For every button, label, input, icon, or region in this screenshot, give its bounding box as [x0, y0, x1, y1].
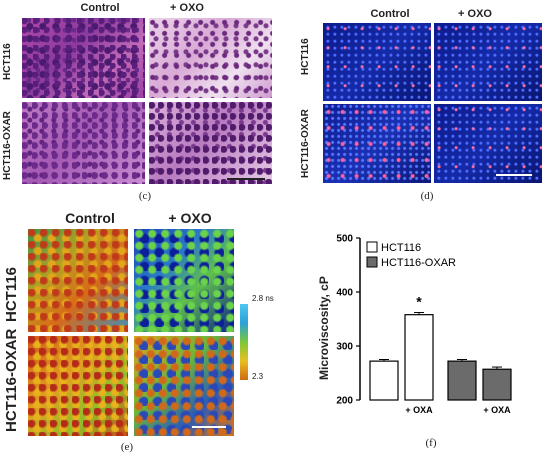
fluor-image-hct116-oxar-oxo	[434, 104, 542, 183]
flim-image-hct116-oxo	[134, 229, 234, 332]
he-image-hct116-control	[22, 18, 145, 98]
colorbar-top-label: 2.8 ns	[252, 294, 274, 303]
panel-e-row-hct116: HCT116	[3, 266, 20, 322]
bar	[404, 314, 434, 401]
x-tick-label: + OXA	[483, 405, 511, 415]
panel-c-col-oxo: + OXO	[170, 2, 204, 14]
fluor-image-hct116-oxar-control	[323, 104, 431, 183]
panel-d-row-hct116-oxar: HCT116-OXAR	[300, 109, 311, 178]
y-axis-label: Microviscosity, cP	[317, 276, 331, 380]
panel-e-col-oxo: + OXO	[168, 210, 212, 226]
significance-star: *	[416, 294, 422, 310]
microviscosity-chart: 200 300 400 500 + OXA + OXA * HCT116 HCT116-OX…	[336, 234, 512, 415]
panel-d-col-oxo: + OXO	[458, 8, 492, 20]
scale-bar	[192, 426, 226, 428]
scale-bar	[496, 174, 532, 176]
panel-e-letter: (e)	[120, 441, 134, 453]
y-tick-label: 500	[336, 234, 353, 245]
fluor-image-hct116-oxo	[434, 23, 542, 101]
bar	[447, 360, 477, 401]
panel-c-col-control: Control	[80, 2, 120, 14]
he-image-hct116-oxo	[149, 18, 272, 98]
flim-image-hct116-oxar-oxo	[134, 336, 234, 436]
bar	[482, 368, 512, 401]
panel-e-col-control: Control	[65, 210, 115, 226]
legend-label: HCT116-OXAR	[381, 257, 456, 269]
panel-d-col-control: Control	[370, 8, 410, 20]
panel-c-row-hct116: HCT116	[2, 43, 13, 80]
panel-e-row-hct116-oxar: HCT116-OXAR	[3, 328, 20, 432]
flim-image-hct116-control	[28, 229, 128, 332]
bar	[369, 360, 399, 401]
y-tick-label: 200	[336, 396, 353, 407]
flim-colorbar	[240, 304, 248, 380]
y-tick-label: 300	[336, 342, 353, 353]
colorbar-bottom-label: 2.3	[252, 372, 264, 381]
flim-image-hct116-oxar-control	[28, 336, 128, 436]
legend-swatch	[366, 256, 378, 268]
legend-swatch	[366, 241, 378, 253]
he-image-hct116-oxar-control	[22, 102, 145, 184]
panel-f-letter: (f)	[425, 437, 437, 449]
scale-bar	[227, 178, 265, 180]
y-tick-label: 400	[336, 288, 353, 299]
fluor-image-hct116-control	[323, 23, 431, 101]
panel-c-letter: (c)	[138, 190, 152, 202]
panel-d-row-hct116: HCT116	[300, 38, 311, 75]
x-tick-label: + OXA	[405, 405, 433, 415]
he-image-hct116-oxar-oxo	[149, 102, 272, 184]
panel-c-row-hct116-oxar: HCT116-OXAR	[2, 111, 13, 180]
panel-d-letter: (d)	[420, 190, 434, 202]
legend-label: HCT116	[381, 242, 421, 254]
